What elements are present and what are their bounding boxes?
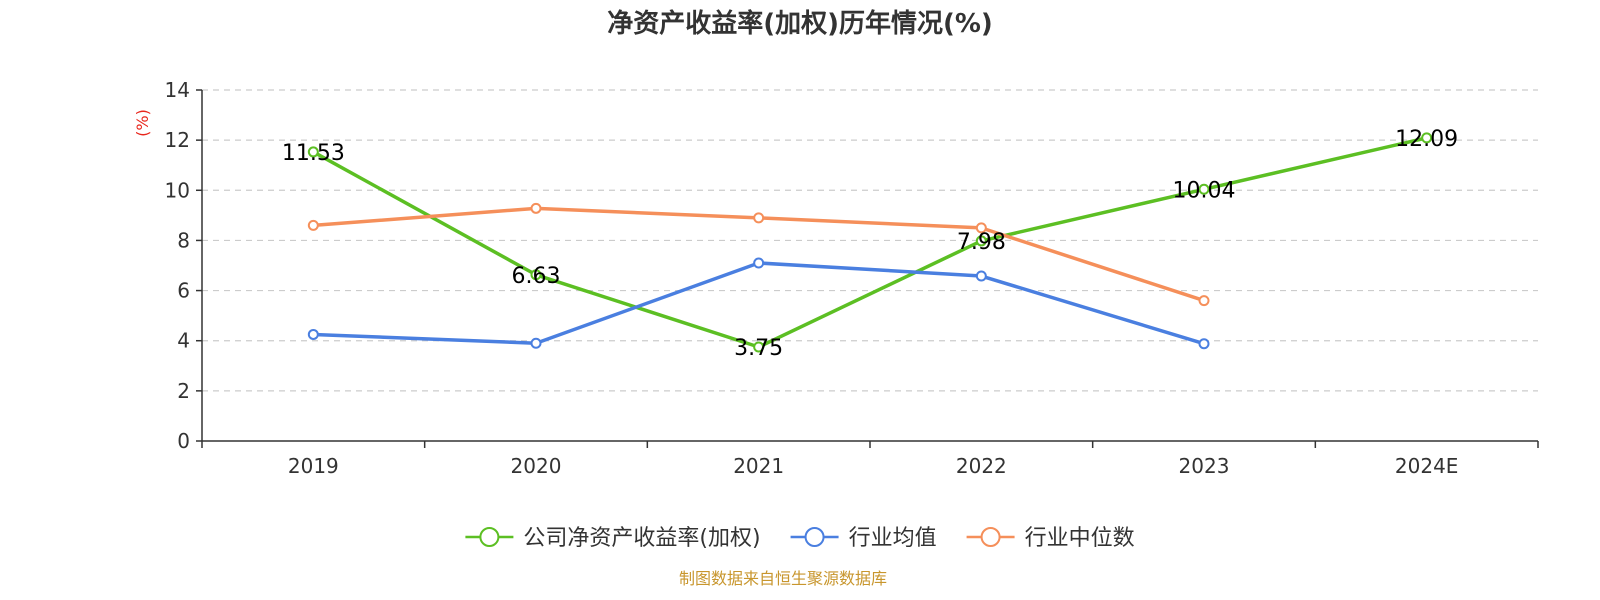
- x-tick-label: 2020: [511, 454, 562, 478]
- data-point[interactable]: [1421, 132, 1433, 144]
- data-label: 6.63: [512, 264, 561, 289]
- data-point[interactable]: [975, 235, 987, 247]
- y-tick-label: 0: [177, 429, 190, 453]
- y-tick-label: 6: [177, 279, 190, 303]
- y-tick-label: 14: [165, 78, 190, 102]
- y-tick-label: 8: [177, 228, 190, 252]
- x-tick-label: 2022: [956, 454, 1007, 478]
- data-point[interactable]: [307, 146, 319, 158]
- data-point[interactable]: [530, 202, 542, 214]
- legend-item-0[interactable]: 公司净资产收益率(加权): [465, 526, 761, 551]
- y-tick-label: 4: [177, 329, 190, 353]
- source-note: 制图数据来自恒生聚源数据库: [679, 569, 887, 588]
- axes: 0 2 4 6 8 10 12 14 2019 2020 2021 2022 2023 2024E: [165, 78, 1539, 478]
- series-line: [313, 261, 1205, 346]
- x-tick-label: 2023: [1179, 454, 1230, 478]
- data-point[interactable]: [753, 341, 765, 353]
- data-point[interactable]: [753, 257, 765, 269]
- legend-circle-icon: [479, 527, 500, 547]
- legend-label: 公司净资产收益率(加权): [523, 526, 760, 551]
- data-label: 12.09: [1395, 127, 1458, 152]
- data-point[interactable]: [1198, 183, 1210, 195]
- series-line: [312, 136, 1428, 349]
- x-tick-label: 2024E: [1395, 454, 1459, 478]
- data-label: 11.53: [282, 141, 345, 166]
- legend-item-1[interactable]: 行业均值: [790, 526, 937, 551]
- legend-circle-icon: [980, 527, 1001, 547]
- legend-label: 行业中位数: [1025, 526, 1135, 551]
- legend-circle-icon: [804, 527, 825, 547]
- data-point[interactable]: [1198, 295, 1210, 307]
- data-labels: 11.53 6.63 3.75 7.98 10.04 12.09: [282, 127, 1458, 361]
- data-label: 3.75: [734, 336, 783, 361]
- data-point[interactable]: [307, 219, 319, 231]
- data-label: 7.98: [957, 230, 1006, 255]
- series-1: [307, 257, 1210, 350]
- y-axis-label: (%): [133, 109, 152, 137]
- y-tick-label: 10: [165, 178, 190, 202]
- series-0: [307, 132, 1433, 353]
- data-point[interactable]: [530, 337, 542, 349]
- series-2: [307, 202, 1210, 307]
- legend-item-2[interactable]: 行业中位数: [966, 526, 1135, 551]
- data-point[interactable]: [975, 270, 987, 282]
- x-tick-label: 2019: [288, 454, 339, 478]
- legend-label: 行业均值: [849, 526, 937, 551]
- chart-title: 净资产收益率(加权)历年情况(%): [607, 8, 993, 39]
- data-point[interactable]: [530, 269, 542, 281]
- data-point[interactable]: [753, 212, 765, 224]
- legend[interactable]: 公司净资产收益率(加权) 行业均值 行业中位数: [465, 526, 1135, 551]
- y-tick-label: 12: [165, 128, 190, 152]
- data-label: 10.04: [1173, 178, 1236, 203]
- grid-lines: [202, 89, 1538, 392]
- y-tick-label: 2: [177, 379, 190, 403]
- series: [307, 132, 1433, 353]
- data-point[interactable]: [975, 222, 987, 234]
- x-tick-label: 2021: [733, 454, 784, 478]
- data-point[interactable]: [307, 328, 319, 340]
- data-point[interactable]: [1198, 338, 1210, 350]
